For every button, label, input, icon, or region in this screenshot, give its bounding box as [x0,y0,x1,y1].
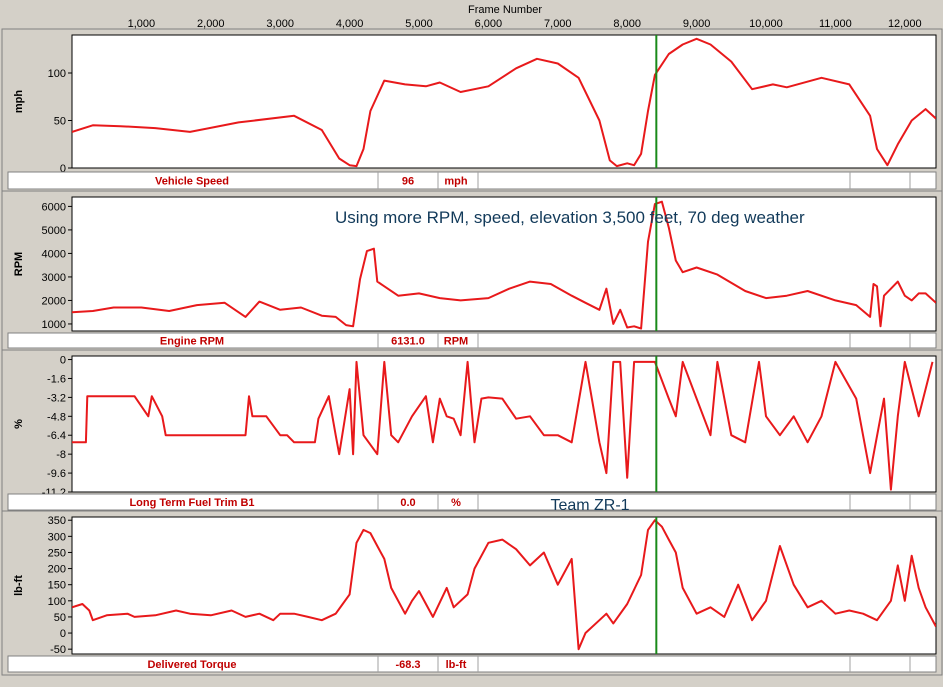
channel-unit: % [451,497,461,509]
rpm-annotation: Using more RPM, speed, elevation 3,500 f… [335,208,805,227]
x-tick-label: 12,000 [888,18,922,30]
x-tick-label: 5,000 [405,18,433,30]
y-tick-label: 0 [60,355,66,367]
y-tick-label: 4000 [42,248,66,260]
channel-value: -68.3 [395,659,420,671]
plot-area [71,516,937,655]
y-tick-label: 100 [48,68,66,80]
plot-area [71,34,937,169]
channel-value: 96 [402,176,414,188]
panel-4: lb-ft -50 0 50 100 150 200 250 300 350 Delivered T… [1,510,943,676]
channel-name: Engine RPM [160,336,224,348]
readout-background [7,332,937,349]
x-tick-label: 1,000 [128,18,156,30]
panel-1: mph 0 50 100 Vehicle Speed 96 mph [1,28,943,193]
x-axis-title: Frame Number [468,4,542,16]
y-tick-label: 150 [48,580,66,592]
readout-bar: Vehicle Speed 96 mph [7,171,937,190]
x-tick-label: 10,000 [749,18,783,30]
y-tick-label: 0 [60,163,66,175]
y-tick-label: -50 [50,644,66,656]
plot-area [71,355,937,493]
readout-bar: Long Term Fuel Trim B1 0.0% [7,493,937,511]
channel-name: Delivered Torque [147,659,236,671]
panel-2: RPM 1000 2000 3000 4000 5000 6000 Engine RPM 613… [1,190,943,352]
y-tick-label: 350 [48,515,66,527]
readout-background [7,493,937,511]
y-tick-label: -1.6 [47,373,66,385]
channel-unit: RPM [444,336,468,348]
channel-value: 6131.0 [391,336,425,348]
x-tick-label: 3,000 [266,18,294,30]
channel-name: Vehicle Speed [155,176,229,188]
y-tick-label: -6.4 [47,430,66,442]
readout-bar: Engine RPM 6131.0 RPM [7,332,937,349]
team-annotation: Team ZR-1 [550,497,629,514]
x-tick-label: 7,000 [544,18,572,30]
y-axis-label: % [13,419,25,429]
y-tick-label: 300 [48,531,66,543]
y-tick-label: 6000 [42,201,66,213]
y-tick-label: -3.2 [47,392,66,404]
y-tick-label: -9.6 [47,468,66,480]
y-axis-label: RPM [13,252,25,276]
y-tick-label: 50 [54,612,66,624]
series-line [72,519,936,651]
y-axis-label: lb-ft [13,575,25,596]
y-tick-label: 100 [48,596,66,608]
plot-area [71,196,937,332]
y-tick-label: 50 [54,116,66,128]
series-line [72,200,936,330]
x-tick-label: 6,000 [475,18,503,30]
y-tick-label: 2000 [42,295,66,307]
x-tick-label: 8,000 [613,18,641,30]
x-tick-label: 9,000 [683,18,711,30]
series-line [72,360,934,491]
y-tick-label: 5000 [42,225,66,237]
y-tick-label: 3000 [42,272,66,284]
series-line [72,37,936,168]
x-tick-label: 2,000 [197,18,225,30]
readout-bar: Delivered Torque -68.3 lb-ft [7,655,937,673]
y-tick-label: -4.8 [47,411,66,423]
channel-unit: mph [444,176,468,188]
readout-background [7,655,937,673]
channel-unit: lb-ft [446,659,467,671]
x-tick-label: 11,000 [819,18,852,30]
channel-name: Long Term Fuel Trim B1 [129,497,254,509]
y-tick-label: 0 [60,628,66,640]
y-tick-label: 200 [48,564,66,576]
x-tick-label: 4,000 [336,18,364,30]
y-axis-label: mph [13,90,25,114]
channel-value: 0.0 [400,497,415,509]
readout-background [7,171,937,190]
y-tick-label: 250 [48,547,66,559]
y-tick-label: -8 [56,449,66,461]
y-tick-label: 1000 [42,319,66,331]
